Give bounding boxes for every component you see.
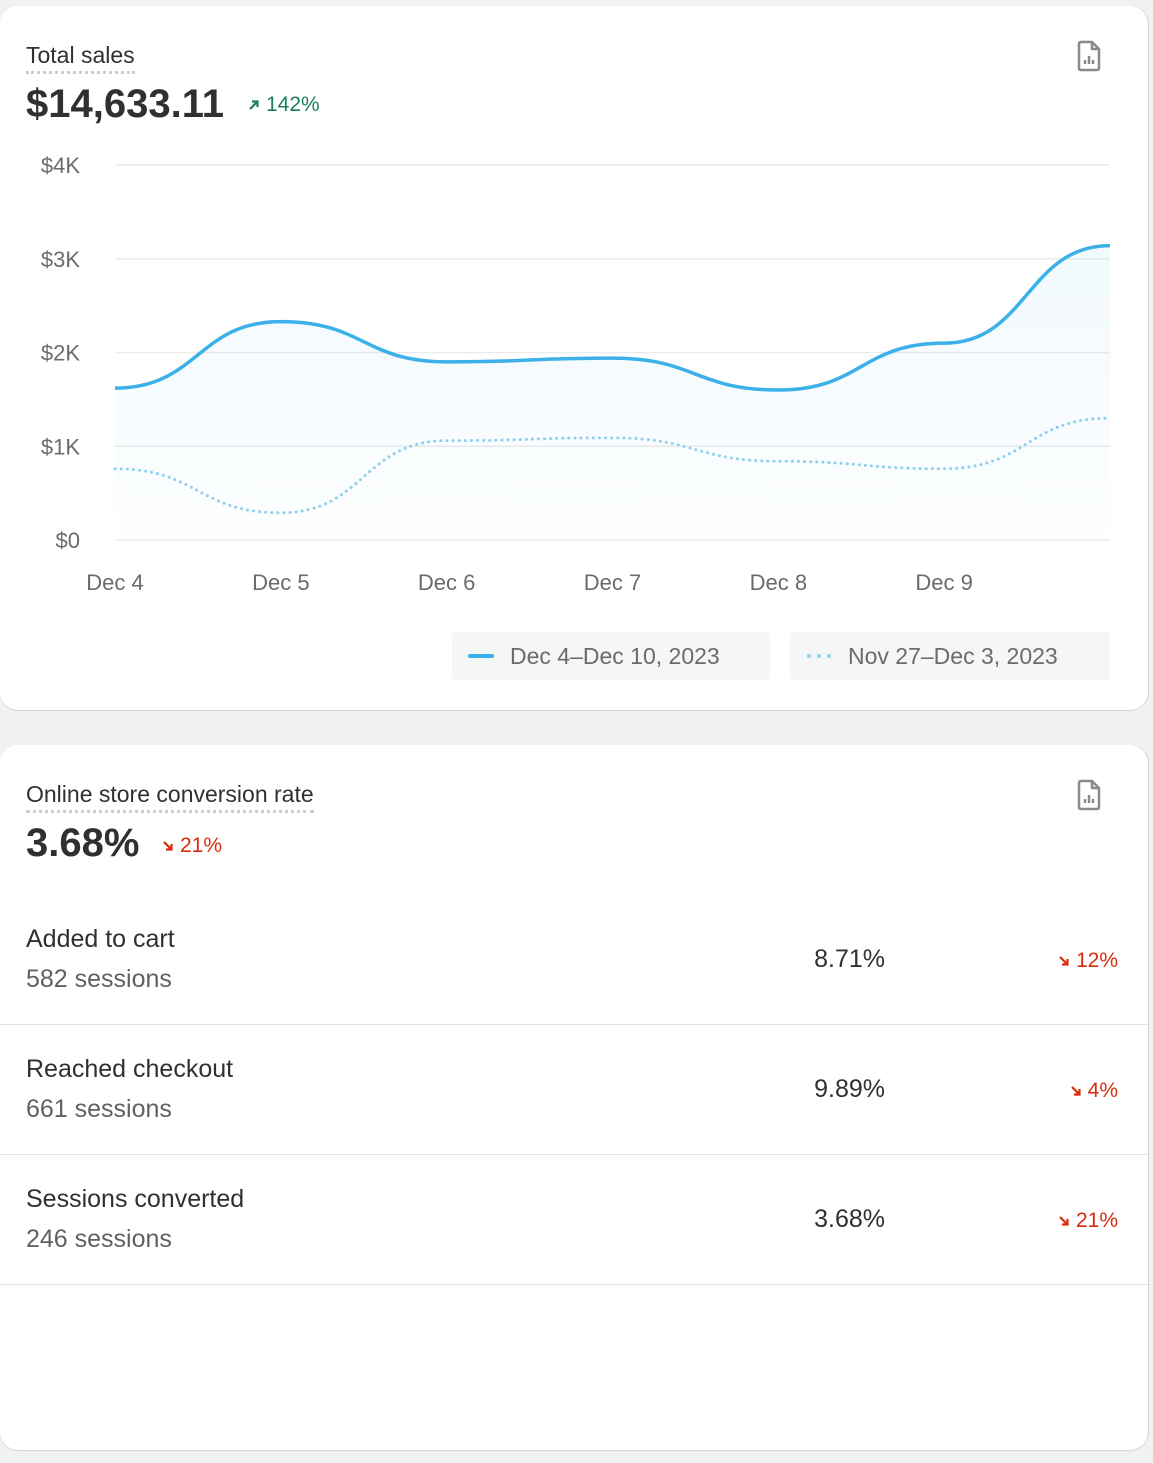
sales-line-chart: $0 $1K $2K $3K $4K Dec 4 Dec 5 Dec 6 Dec 7 Dec 8 D… (41, 153, 1112, 595)
x-tick-label: Dec 4 (86, 570, 143, 595)
report-icon[interactable] (1074, 779, 1104, 811)
sales-delta-value: 142% (266, 93, 320, 116)
arrow-down-right-icon (1070, 1086, 1081, 1096)
solid-line-swatch-icon (468, 654, 494, 658)
step-sessions: 246 sessions (26, 1225, 172, 1253)
sales-delta: 142% (248, 93, 320, 117)
x-tick-label: Dec 8 (750, 570, 807, 595)
previous-period-line (113, 416, 1112, 515)
conversion-value: 3.68% (26, 821, 140, 865)
conversion-title[interactable]: Online store conversion rate (26, 781, 314, 813)
conversion-delta-value: 21% (180, 834, 223, 857)
step-rate: 3.68% (814, 1205, 885, 1233)
total-sales-card: Total sales $14,633.11 142% $0 $1K $2K $3K $… (0, 6, 1148, 710)
y-tick-label: $2K (41, 341, 80, 366)
conversion-step-row: Sessions converted 246 sessions 3.68% 21… (0, 1155, 1148, 1285)
total-sales-title[interactable]: Total sales (26, 42, 135, 74)
step-sessions: 582 sessions (26, 965, 172, 993)
step-delta-value: 21% (1075, 1209, 1118, 1232)
legend-previous[interactable]: Nov 27–Dec 3, 2023 (790, 632, 1110, 680)
step-delta: 21% (1058, 1209, 1118, 1233)
legend-previous-label: Nov 27–Dec 3, 2023 (848, 642, 1058, 669)
legend-current[interactable]: Dec 4–Dec 10, 2023 (452, 632, 770, 680)
current-period-line (114, 243, 1111, 392)
report-icon[interactable] (1074, 40, 1104, 72)
step-sessions: 661 sessions (26, 1095, 172, 1123)
arrow-down-right-icon (1059, 1216, 1069, 1226)
step-rate: 9.89% (814, 1075, 885, 1103)
step-delta-value: 12% (1075, 949, 1118, 972)
x-tick-label: Dec 6 (418, 570, 475, 595)
y-tick-label: $1K (41, 434, 80, 459)
arrow-up-right-icon (249, 100, 259, 110)
step-rate: 8.71% (814, 945, 885, 973)
arrow-down-right-icon (163, 841, 173, 851)
current-series-area (115, 245, 1110, 540)
step-delta: 12% (1058, 949, 1118, 973)
dotted-line-swatch-icon (807, 654, 831, 658)
x-tick-label: Dec 9 (915, 570, 972, 595)
conversion-delta: 21% (162, 834, 222, 858)
step-label: Sessions converted (26, 1185, 245, 1213)
conversion-step-row: Reached checkout 661 sessions 9.89% 4% (0, 1025, 1148, 1155)
y-tick-label: $4K (41, 153, 80, 178)
legend-current-label: Dec 4–Dec 10, 2023 (510, 642, 720, 669)
conversion-card: Online store conversion rate 3.68% 21% A… (0, 745, 1148, 1450)
x-tick-label: Dec 5 (252, 570, 309, 595)
step-label: Reached checkout (26, 1055, 234, 1083)
step-label: Added to cart (26, 925, 175, 953)
conversion-step-row: Added to cart 582 sessions 8.71% 12% (0, 895, 1148, 1025)
x-tick-label: Dec 7 (584, 570, 641, 595)
step-delta: 4% (1070, 1079, 1118, 1103)
arrow-down-right-icon (1059, 956, 1069, 966)
total-sales-value: $14,633.11 (26, 82, 224, 126)
step-delta-value: 4% (1087, 1079, 1118, 1102)
y-tick-label: $0 (56, 528, 80, 553)
y-tick-label: $3K (41, 247, 80, 272)
